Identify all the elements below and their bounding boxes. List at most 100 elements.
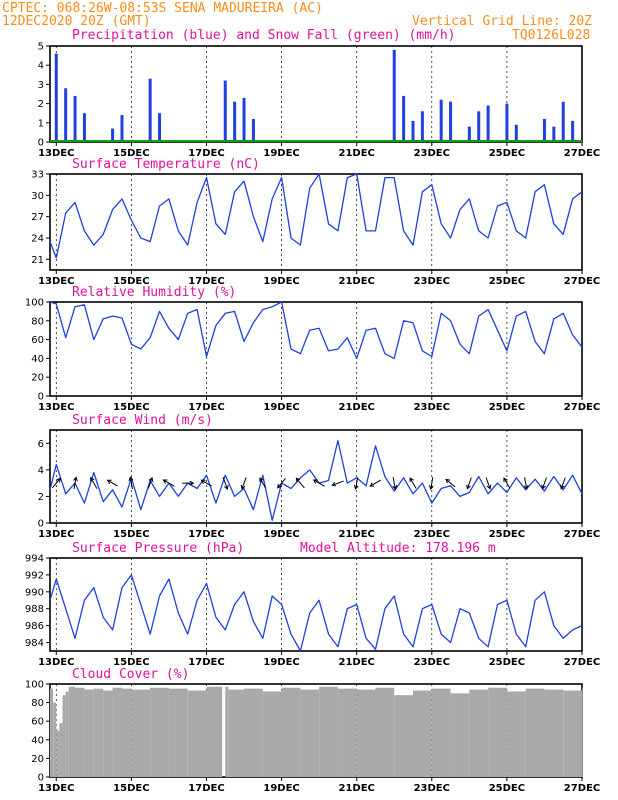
precip-y-tick-label: 4 xyxy=(38,61,44,72)
wind-line xyxy=(49,439,583,521)
precip-y-tick-label: 1 xyxy=(38,118,44,129)
cloud-y-tick-label: 20 xyxy=(31,754,44,765)
cloud-bar xyxy=(300,689,320,777)
wind-vector-head xyxy=(312,479,318,484)
wind-x-tick-label: 19DEC xyxy=(263,529,299,540)
wind-vector xyxy=(541,477,547,489)
cloud-bar xyxy=(68,686,76,777)
pressure-x-tick-label: 23DEC xyxy=(414,657,450,668)
rh-y-tick-label: 40 xyxy=(31,354,44,365)
pressure-x-tick-label: 19DEC xyxy=(263,657,299,668)
wind-vector-head xyxy=(331,481,337,487)
temp-x-tick-label: 13DEC xyxy=(38,276,74,287)
rh-x-tick-label: 21DEC xyxy=(338,402,374,413)
rh-x-tick-label: 17DEC xyxy=(188,402,224,413)
wind-vector-head xyxy=(409,477,414,483)
wind-vector xyxy=(259,477,267,489)
wind-vector-head xyxy=(369,482,375,487)
rh-x-tick-label: 13DEC xyxy=(38,402,74,413)
precip-bar xyxy=(486,105,490,142)
wind-frame xyxy=(49,429,583,524)
cloud-bar xyxy=(112,687,122,777)
pressure-x-tick-label: 17DEC xyxy=(188,657,224,668)
cloud-bar xyxy=(56,730,60,777)
cloud-bar xyxy=(93,688,104,777)
wind-vector xyxy=(369,479,381,487)
cloud-title: Cloud Cover (%) xyxy=(72,667,189,682)
pressure-y-tick-label: 994 xyxy=(25,554,44,565)
precip-bar xyxy=(439,99,443,142)
cloud-bar xyxy=(431,688,451,777)
precip-bar xyxy=(251,118,255,142)
rh-x-tick-label: 19DEC xyxy=(263,402,299,413)
pressure-y-tick-label: 986 xyxy=(25,621,44,632)
wind-vector xyxy=(90,477,98,489)
rh-line xyxy=(49,301,583,360)
cloud-y-tick-label: 60 xyxy=(31,717,44,728)
cloud-bar xyxy=(582,687,583,777)
station-header: CPTEC: 068:26W-08:53S SENA MADUREIRA (AC… xyxy=(2,1,323,16)
cloud-bar xyxy=(225,686,229,777)
cloud-x-tick-label: 19DEC xyxy=(263,783,299,794)
wind-vector xyxy=(355,477,359,490)
wind-vector xyxy=(485,477,491,489)
rh-x-tick-label: 15DEC xyxy=(113,402,149,413)
wind-vector-head xyxy=(224,485,229,491)
wind-vector xyxy=(466,477,472,489)
temp-y-tick-label: 27 xyxy=(31,212,44,223)
temp-y-tick-label: 33 xyxy=(31,170,44,181)
temp-line xyxy=(49,173,583,259)
wind-vector xyxy=(295,477,305,489)
temp-y-tick-label: 30 xyxy=(31,191,44,202)
temp-x-tick-label: 25DEC xyxy=(489,276,525,287)
cloud-bar xyxy=(469,689,489,777)
grid-note: Vertical Grid Line: 20Z xyxy=(412,14,592,29)
cloud-x-tick-label: 21DEC xyxy=(338,783,374,794)
temp-y-tick-label: 21 xyxy=(31,255,44,266)
wind-vector xyxy=(201,479,212,487)
precip-bar xyxy=(514,124,518,142)
cloud-bar xyxy=(121,688,132,777)
cloud-y-tick-label: 0 xyxy=(38,773,44,784)
precip-x-tick-label: 21DEC xyxy=(338,148,374,159)
cloud-bar xyxy=(413,690,432,777)
rh-y-tick-label: 100 xyxy=(25,298,44,309)
precip-bar xyxy=(73,95,77,142)
wind-vector xyxy=(332,480,344,486)
precip-x-tick-label: 23DEC xyxy=(414,148,450,159)
wind-vector xyxy=(163,479,175,487)
precip-bar xyxy=(392,49,396,143)
cloud-x-tick-label: 15DEC xyxy=(113,783,149,794)
cloud-bar xyxy=(525,688,545,777)
cloud-bar xyxy=(506,691,526,777)
wind-y-tick-label: 6 xyxy=(38,439,44,450)
wind-vector xyxy=(524,477,528,490)
rh-x-tick-label: 23DEC xyxy=(414,402,450,413)
cloud-bar xyxy=(62,695,66,777)
cloud-x-tick-label: 23DEC xyxy=(414,783,450,794)
precip-bar xyxy=(449,101,453,142)
cloud-bar xyxy=(75,687,85,777)
wind-x-tick-label: 25DEC xyxy=(489,529,525,540)
precip-x-tick-label: 13DEC xyxy=(38,148,74,159)
wind-y-tick-label: 4 xyxy=(38,465,44,476)
precip-bar xyxy=(420,111,424,142)
wind-vector-head xyxy=(541,484,546,490)
wind-x-tick-label: 21DEC xyxy=(338,529,374,540)
wind-x-tick-label: 17DEC xyxy=(188,529,224,540)
wind-x-tick-label: 27DEC xyxy=(564,529,600,540)
rh-y-tick-label: 60 xyxy=(31,335,44,346)
cloud-bar xyxy=(206,686,223,777)
cloud-bar xyxy=(356,689,376,777)
wind-vector xyxy=(313,479,325,487)
wind-vector-head xyxy=(277,483,282,489)
cloud-bar xyxy=(65,691,69,777)
precip-x-tick-label: 15DEC xyxy=(113,148,149,159)
wind-vector xyxy=(430,477,434,490)
temp-x-tick-label: 21DEC xyxy=(338,276,374,287)
cloud-bar xyxy=(168,688,188,777)
wind-vector xyxy=(392,477,396,490)
cloud-bar xyxy=(59,723,63,777)
wind-vector xyxy=(51,478,61,489)
precip-x-tick-label: 19DEC xyxy=(263,148,299,159)
